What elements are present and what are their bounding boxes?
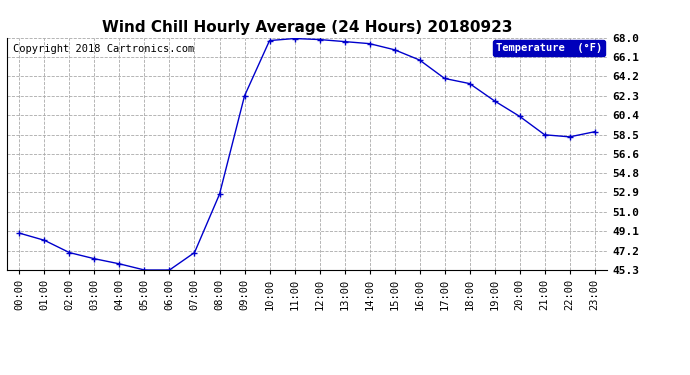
Legend: Temperature  (°F): Temperature (°F): [493, 40, 605, 56]
Text: Copyright 2018 Cartronics.com: Copyright 2018 Cartronics.com: [13, 45, 194, 54]
Title: Wind Chill Hourly Average (24 Hours) 20180923: Wind Chill Hourly Average (24 Hours) 201…: [102, 20, 512, 35]
